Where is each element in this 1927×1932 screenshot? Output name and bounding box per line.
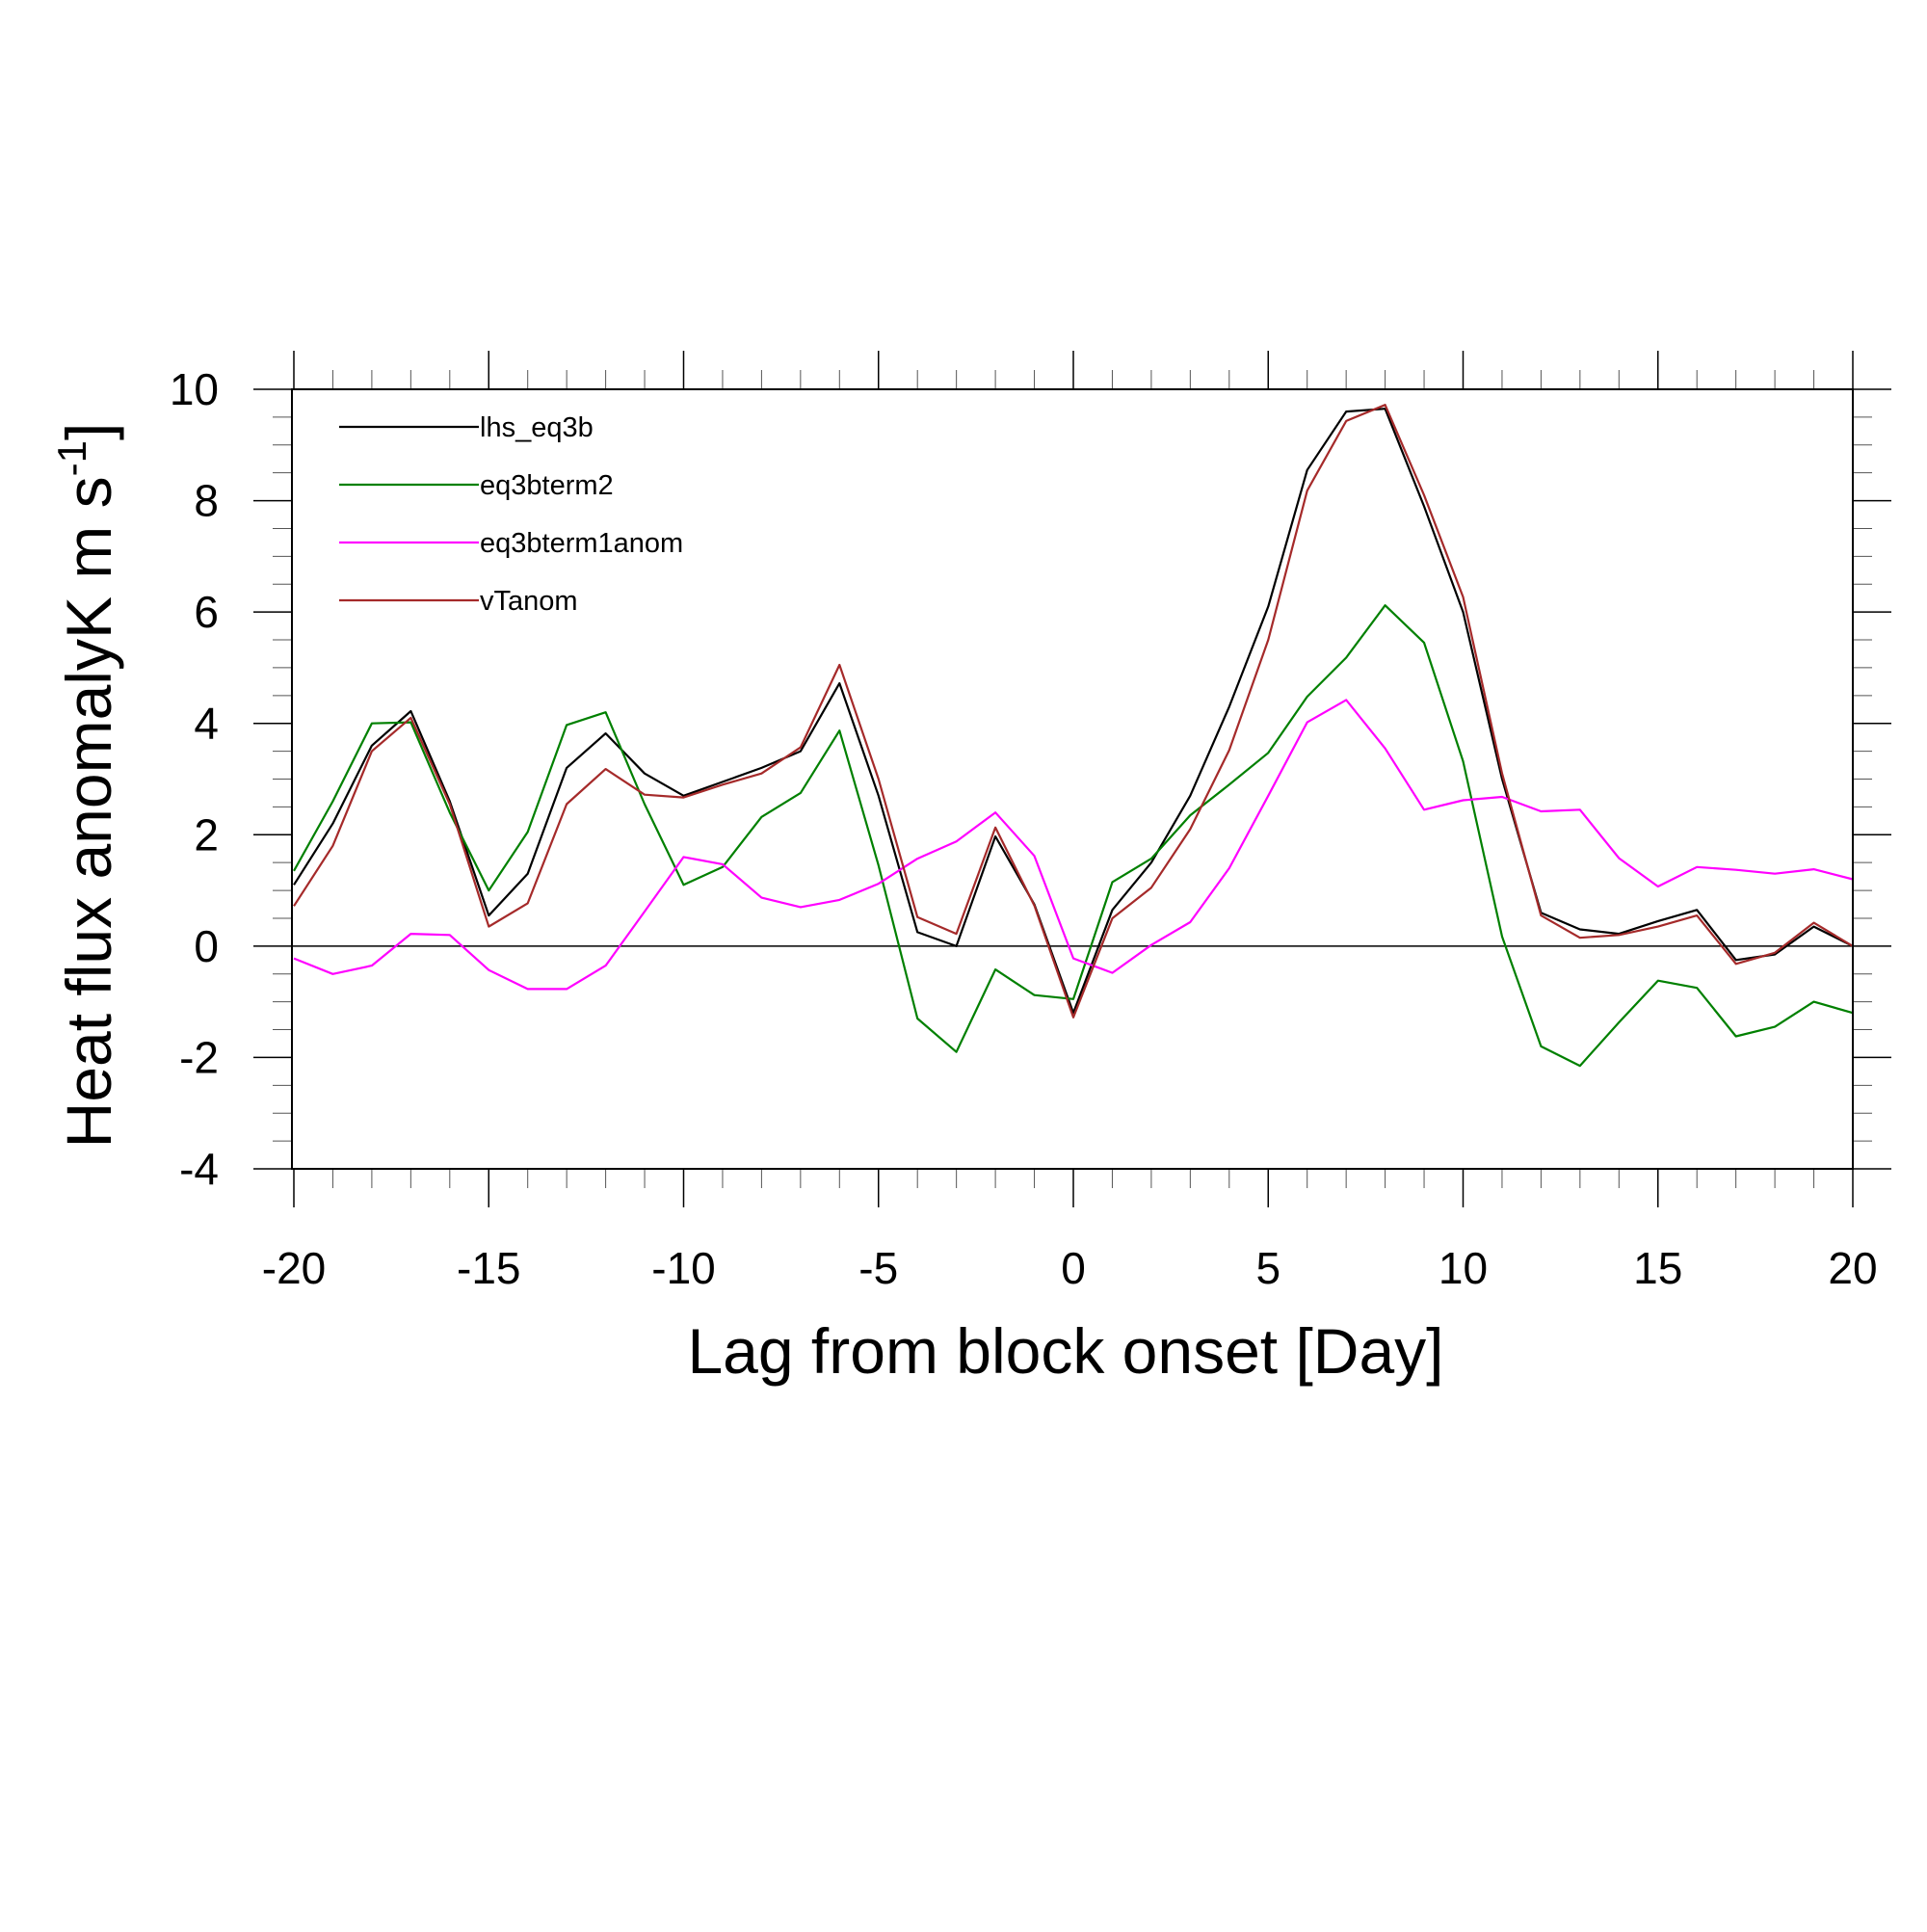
x-tick-label: -20 (262, 1243, 326, 1293)
series-line-eq3bterm2 (293, 604, 1854, 1068)
y-axis-title-main: Heat flux anomalyK m s (53, 476, 124, 1148)
series-layer (293, 404, 1854, 1068)
axis-ticks (253, 351, 1891, 1207)
legend-label: lhs_eq3b (480, 412, 594, 443)
y-tick-label: 8 (194, 476, 219, 526)
x-axis-title: Lag from block onset [Day] (687, 1315, 1443, 1387)
legend-label: vTanom (480, 586, 578, 617)
series-line-lhs_eq3b (293, 408, 1854, 1015)
x-tick-labels: -20 -15 -10 -5 0 5 10 15 20 (262, 1243, 1878, 1293)
series-line-eq3bterm1anom (293, 699, 1854, 991)
y-tick-label: 2 (194, 809, 219, 860)
x-tick-label: 0 (1061, 1243, 1086, 1293)
legend: lhs_eq3b eq3bterm2 eq3bterm1anom vTanom (339, 412, 683, 617)
series-line-vTanom (293, 404, 1854, 1019)
x-tick-label: 10 (1439, 1243, 1488, 1293)
y-tick-label: -4 (179, 1144, 219, 1194)
y-axis-title: Heat flux anomalyK m s-1] (49, 423, 124, 1149)
x-tick-label: 20 (1828, 1243, 1877, 1293)
legend-label: eq3bterm1anom (480, 528, 683, 559)
y-tick-label: -2 (179, 1032, 219, 1082)
y-tick-label: 0 (194, 921, 219, 971)
legend-label: eq3bterm2 (480, 470, 614, 501)
x-tick-label: 5 (1255, 1243, 1280, 1293)
y-tick-label: 4 (194, 699, 219, 749)
x-tick-label: -15 (457, 1243, 520, 1293)
plot-frame (291, 388, 1854, 1170)
y-axis-title-close: ] (53, 423, 124, 440)
y-axis-title-superscript: -1 (49, 440, 94, 476)
x-tick-label: 15 (1633, 1243, 1682, 1293)
x-tick-label: -5 (858, 1243, 898, 1293)
y-tick-label: 6 (194, 587, 219, 637)
x-tick-label: -10 (651, 1243, 715, 1293)
y-tick-label: 10 (170, 364, 219, 414)
y-tick-labels: -4 -2 0 2 4 6 8 10 (170, 364, 219, 1194)
